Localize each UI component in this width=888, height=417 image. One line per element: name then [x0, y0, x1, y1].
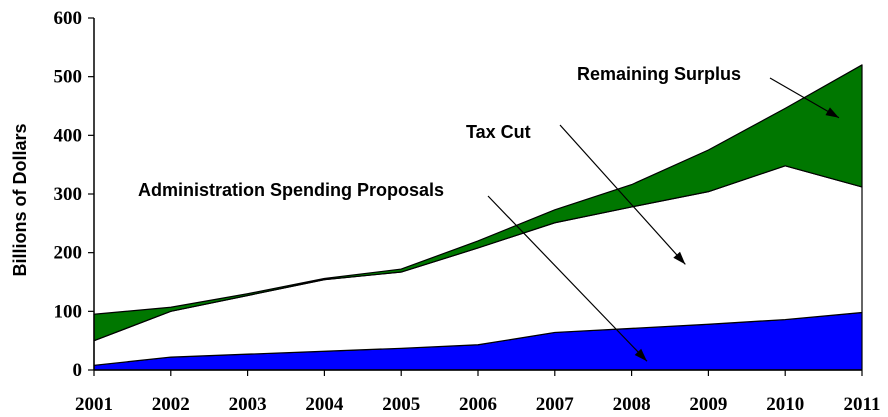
- y-axis-ticks: 0 100 200 300 400 500 600: [54, 8, 94, 381]
- y-tick-label: 0: [73, 360, 83, 381]
- y-tick-label: 300: [54, 184, 83, 205]
- series-areas: [93, 64, 863, 371]
- y-tick-label: 200: [54, 243, 83, 264]
- annotation-leader-line: [487, 195, 648, 362]
- annotation-tax-cut: Tax Cut: [466, 122, 686, 265]
- area-remaining-surplus: [93, 64, 863, 342]
- x-axis-ticks: 2001 2002 2003 2004 2005 2006 2007 2008 2009 2010…: [75, 370, 880, 415]
- x-tick-label: 2004: [305, 394, 344, 415]
- x-tick-label: 2010: [766, 394, 804, 415]
- annotation-label: Remaining Surplus: [577, 64, 741, 84]
- annotation-label: Administration Spending Proposals: [138, 180, 444, 200]
- x-tick-label: 2011: [844, 394, 881, 415]
- x-tick-label: 2003: [229, 394, 267, 415]
- x-tick-label: 2006: [459, 394, 497, 415]
- x-tick-label: 2007: [536, 394, 575, 415]
- annotation-label: Tax Cut: [466, 122, 531, 142]
- y-axis-title: Billions of Dollars: [10, 123, 30, 276]
- annotation-arrowhead: [634, 348, 647, 362]
- annotation-leader-line: [769, 77, 840, 119]
- x-tick-label: 2001: [75, 394, 113, 415]
- y-tick-label: 100: [54, 301, 83, 322]
- y-tick-label: 500: [54, 67, 83, 88]
- annotation-remaining-surplus: Remaining Surplus: [577, 64, 840, 119]
- x-tick-label: 2002: [152, 394, 190, 415]
- annotation-administration-spending-proposals: Administration Spending Proposals: [138, 180, 648, 362]
- x-tick-label: 2005: [382, 394, 420, 415]
- x-tick-label: 2009: [689, 394, 727, 415]
- x-tick-label: 2008: [613, 394, 651, 415]
- annotation-arrowhead: [673, 251, 686, 265]
- annotation-arrowhead: [825, 107, 839, 118]
- annotations: Remaining Surplus Tax Cut Administration S…: [138, 64, 840, 362]
- y-tick-label: 400: [54, 125, 83, 146]
- y-tick-label: 600: [54, 8, 83, 29]
- annotation-leader-line: [559, 124, 686, 265]
